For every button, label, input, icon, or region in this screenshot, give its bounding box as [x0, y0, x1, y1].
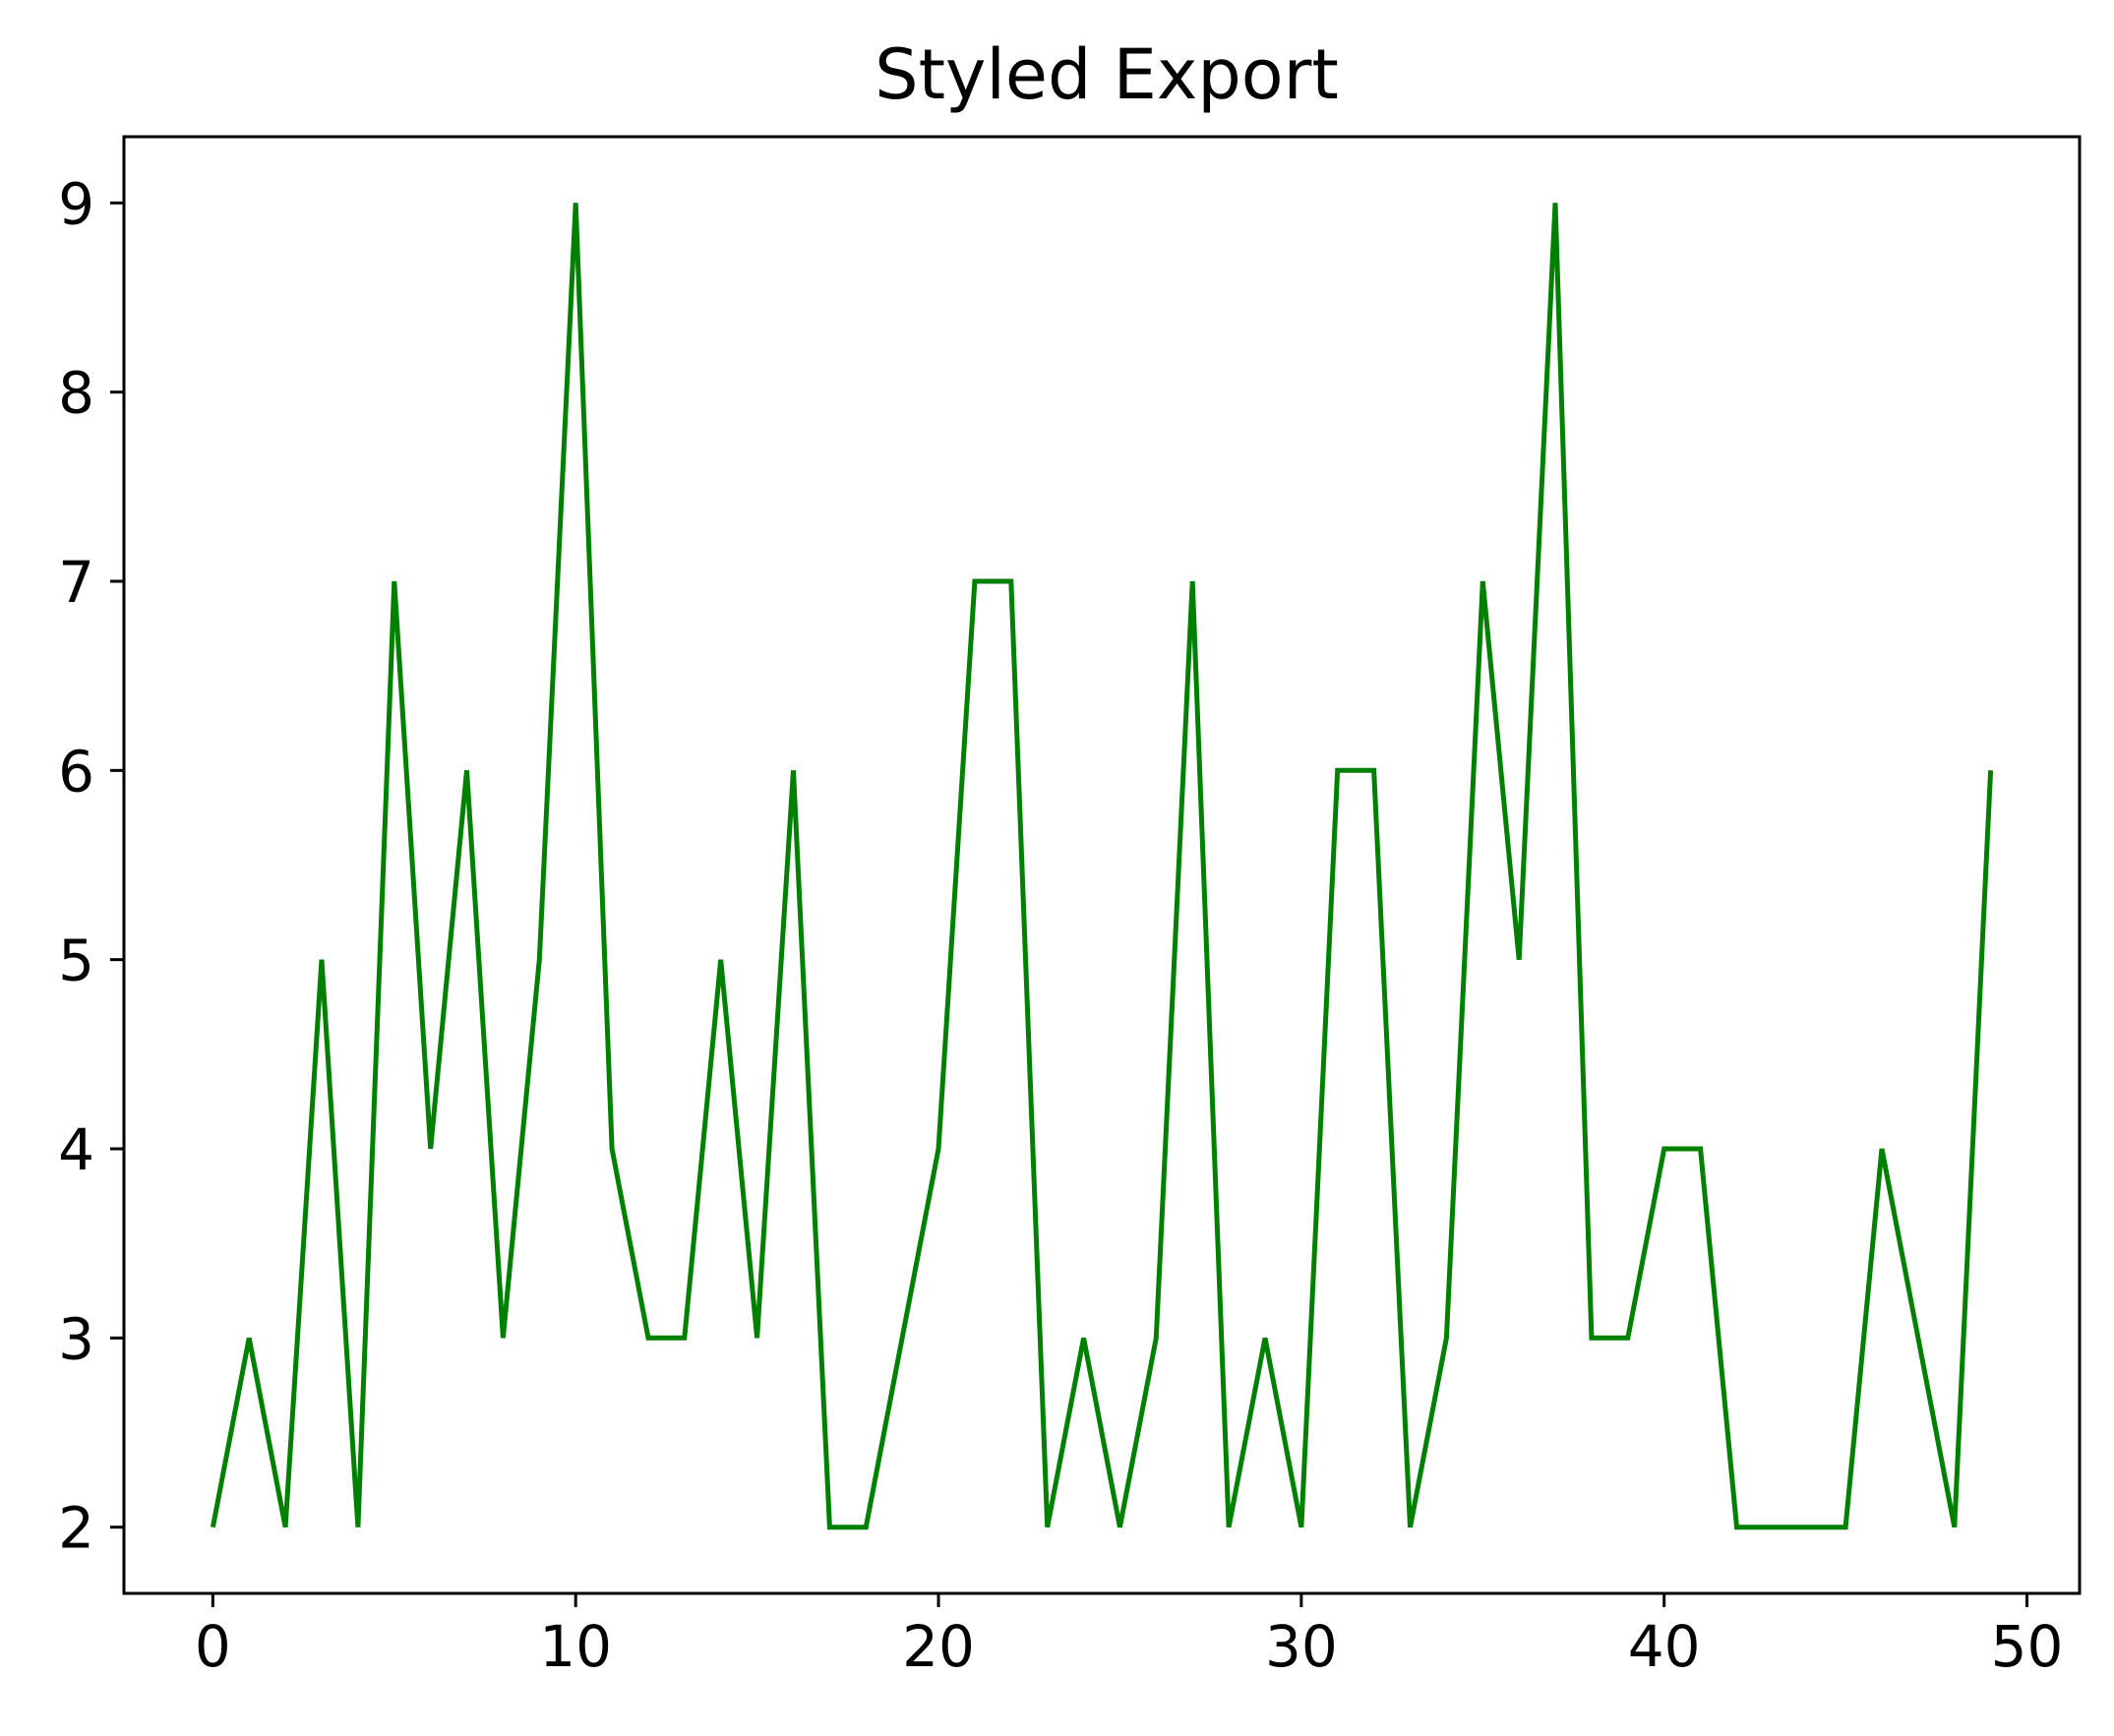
y-tick-label: 3	[58, 1305, 94, 1372]
y-tick-label: 9	[58, 170, 94, 237]
y-tick-label: 4	[58, 1116, 94, 1183]
y-tick-label: 8	[58, 360, 94, 427]
series-layer	[210, 203, 1994, 1530]
x-tick-label: 10	[539, 1613, 612, 1680]
y-tick-label: 5	[58, 928, 94, 994]
y-tick-label: 7	[58, 549, 94, 616]
x-tick-label: 20	[902, 1613, 975, 1680]
x-tick-label: 40	[1628, 1613, 1701, 1680]
x-tick-label: 0	[195, 1613, 231, 1680]
y-tick-label: 6	[58, 738, 94, 805]
y-tick-label: 2	[58, 1495, 94, 1562]
series-line	[210, 203, 1994, 1530]
x-tick-label: 30	[1265, 1613, 1338, 1680]
chart-title: Styled Export	[875, 34, 1339, 115]
x-axis: 0 10 20 30 40 50	[195, 1593, 2064, 1680]
y-axis: 2 3 4 5 6 7 8 9	[58, 170, 124, 1562]
plot-frame	[122, 135, 2082, 1595]
x-tick-label: 50	[1991, 1613, 2064, 1680]
